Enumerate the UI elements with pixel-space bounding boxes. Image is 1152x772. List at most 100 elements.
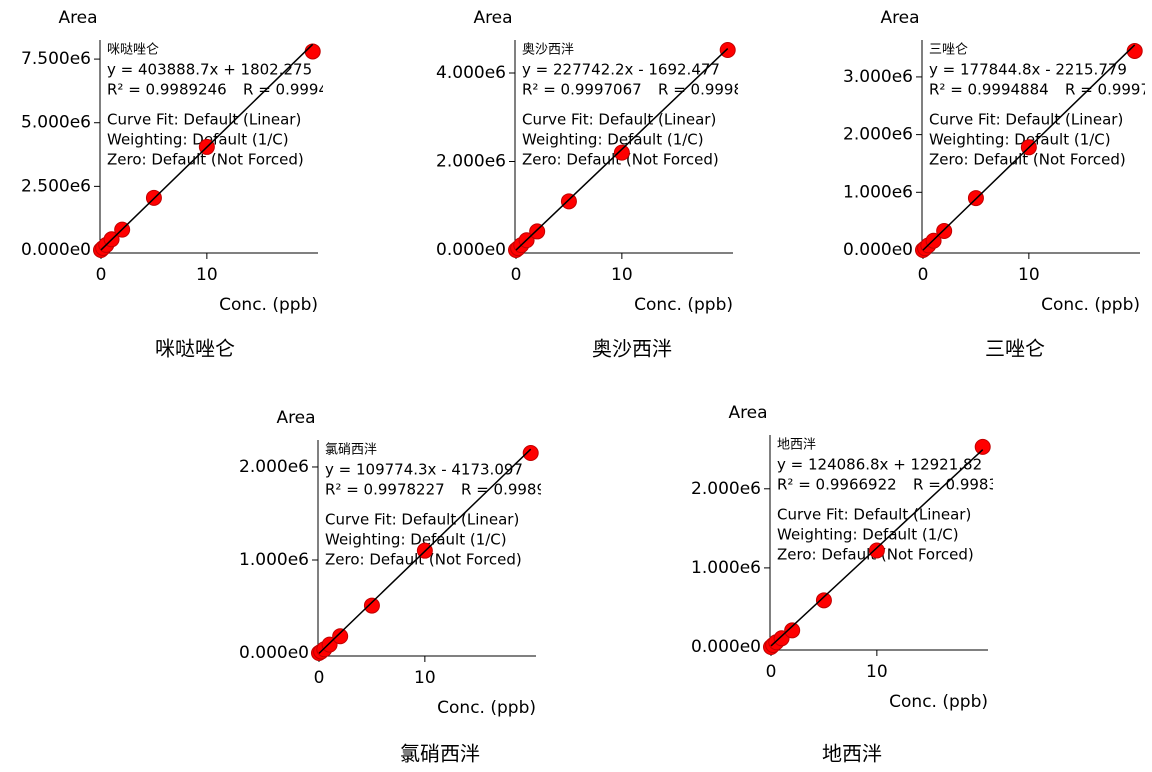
chart-panel: 0.000e0 2.500e6 5.000e6 7.500e6 0 10 Area Conc.… bbox=[21, 8, 328, 361]
annotation-line: Curve Fit: Default (Linear) bbox=[929, 111, 1123, 129]
x-tick-label: 0 bbox=[314, 668, 325, 688]
point bbox=[773, 630, 790, 647]
y-tick-label: 0.000e0 bbox=[239, 643, 309, 663]
x-tick-label: 10 bbox=[414, 668, 436, 688]
point bbox=[1126, 42, 1143, 59]
fit-line bbox=[922, 44, 1136, 251]
x-tick-label: 10 bbox=[611, 265, 633, 285]
x-tick-label: 0 bbox=[918, 265, 929, 285]
y-tick-label: 1.000e6 bbox=[691, 558, 761, 578]
annotation-line: Weighting: Default (1/C) bbox=[325, 531, 507, 549]
y-tick-label: 0.000e0 bbox=[843, 240, 913, 260]
x-tick-label: 10 bbox=[866, 662, 888, 682]
y-tick-label: 2.000e6 bbox=[843, 125, 913, 145]
annotation: 奥沙西泮 y = 227742.2x - 1692.477 R² = 0.99970… bbox=[522, 43, 743, 169]
annotation-line: R = 0.9997 bbox=[1065, 81, 1150, 99]
annotation: 地西泮 y = 124086.8x + 12921.82 R² = 0.996692… bbox=[777, 438, 998, 564]
fit-line bbox=[100, 43, 314, 251]
annotation-line: Zero: Default (Not Forced) bbox=[929, 151, 1126, 169]
y-axis-label: Area bbox=[880, 8, 919, 28]
point bbox=[529, 223, 546, 240]
point bbox=[613, 144, 630, 161]
fit-line bbox=[515, 47, 729, 251]
y-tick-label: 4.000e6 bbox=[436, 63, 506, 83]
x-tick-label: 10 bbox=[196, 265, 218, 285]
annotation-line: R² = 0.9989246 bbox=[107, 81, 227, 99]
annotation: 咪哒唑仑 y = 403888.7x + 1802.275 R² = 0.99892… bbox=[107, 42, 328, 169]
annotation-line: 咪哒唑仑 bbox=[107, 42, 159, 58]
x-tick-label: 10 bbox=[1018, 265, 1040, 285]
x-tick-label: 0 bbox=[96, 265, 107, 285]
y-tick-label: 0.000e0 bbox=[21, 240, 91, 260]
caption: 咪哒唑仑 bbox=[155, 337, 235, 361]
annotation-line: Weighting: Default (1/C) bbox=[929, 131, 1111, 149]
y-tick-label: 3.000e6 bbox=[843, 67, 913, 87]
annotation-line: R = 0.9998 bbox=[658, 81, 743, 99]
annotation-line: Zero: Default (Not Forced) bbox=[325, 551, 522, 569]
annotation: 三唑仑 y = 177844.8x - 2215.779 R² = 0.999488… bbox=[929, 42, 1150, 169]
chart-panel: 0.000e0 1.000e6 2.000e6 0 10 Area Conc. (ppb) 地… bbox=[691, 403, 998, 766]
y-tick-label: 5.000e6 bbox=[21, 113, 91, 133]
annotation-line: y = 124086.8x + 12921.82 bbox=[777, 456, 982, 474]
annotation-line: R² = 0.9994884 bbox=[929, 81, 1049, 99]
point bbox=[304, 43, 321, 60]
annotation-line: Weighting: Default (1/C) bbox=[107, 131, 289, 149]
point bbox=[332, 628, 349, 645]
annotation-line: 氯硝西泮 bbox=[325, 443, 377, 458]
annotation-line: Curve Fit: Default (Linear) bbox=[777, 506, 971, 524]
caption: 奥沙西泮 bbox=[592, 337, 672, 361]
y-tick-label: 2.500e6 bbox=[21, 176, 91, 196]
annotation-line: R = 0.9994 bbox=[243, 81, 328, 99]
annotation-line: R = 0.9989 bbox=[461, 481, 546, 499]
fit-line bbox=[770, 449, 984, 647]
annotation-line: R² = 0.9966922 bbox=[777, 476, 897, 494]
point bbox=[815, 592, 832, 609]
x-axis-label: Conc. (ppb) bbox=[889, 692, 988, 712]
annotation-line: Weighting: Default (1/C) bbox=[777, 526, 959, 544]
y-axis-label: Area bbox=[728, 403, 767, 423]
caption: 氯硝西泮 bbox=[400, 742, 480, 766]
y-axis-label: Area bbox=[276, 408, 315, 428]
y-tick-label: 2.000e6 bbox=[691, 479, 761, 499]
annotation-line: 三唑仑 bbox=[929, 42, 968, 58]
annotation-line: Curve Fit: Default (Linear) bbox=[325, 511, 519, 529]
point bbox=[560, 193, 577, 210]
y-tick-label: 2.000e6 bbox=[239, 457, 309, 477]
y-tick-label: 1.000e6 bbox=[843, 182, 913, 202]
chart-panel: 0.000e0 1.000e6 2.000e6 0 10 Area Conc. (ppb) 氯… bbox=[239, 408, 546, 766]
annotation: 氯硝西泮 y = 109774.3x - 4173.097 R² = 0.99782… bbox=[325, 443, 546, 569]
annotation-line: Curve Fit: Default (Linear) bbox=[522, 111, 716, 129]
point bbox=[522, 445, 539, 462]
point bbox=[363, 597, 380, 614]
x-axis-label: Conc. (ppb) bbox=[634, 295, 733, 315]
x-tick-label: 0 bbox=[766, 662, 777, 682]
x-tick-label: 0 bbox=[511, 265, 522, 285]
annotation-line: Curve Fit: Default (Linear) bbox=[107, 111, 301, 129]
y-tick-label: 1.000e6 bbox=[239, 550, 309, 570]
annotation-line: 地西泮 bbox=[777, 438, 816, 453]
y-tick-label: 2.000e6 bbox=[436, 152, 506, 172]
chart-panel: 0.000e0 1.000e6 2.000e6 3.000e6 0 10 Area Conc.… bbox=[843, 8, 1150, 361]
caption: 三唑仑 bbox=[985, 337, 1045, 361]
annotation-line: R² = 0.9978227 bbox=[325, 481, 445, 499]
annotation-line: y = 177844.8x - 2215.779 bbox=[929, 61, 1127, 79]
y-tick-label: 7.500e6 bbox=[21, 49, 91, 69]
y-axis-label: Area bbox=[58, 8, 97, 28]
point bbox=[868, 542, 885, 559]
annotation-line: Zero: Default (Not Forced) bbox=[107, 151, 304, 169]
annotation-line: R² = 0.9997067 bbox=[522, 81, 642, 99]
caption: 地西泮 bbox=[822, 742, 882, 766]
annotation-line: Weighting: Default (1/C) bbox=[522, 131, 704, 149]
y-tick-label: 0.000e0 bbox=[691, 637, 761, 657]
fit-line bbox=[318, 448, 532, 654]
annotation-line: R = 0.9983 bbox=[913, 476, 998, 494]
x-axis-label: Conc. (ppb) bbox=[437, 698, 536, 718]
annotation-line: 奥沙西泮 bbox=[522, 43, 574, 58]
annotation-line: y = 109774.3x - 4173.097 bbox=[325, 461, 523, 479]
y-tick-label: 0.000e0 bbox=[436, 240, 506, 260]
x-axis-label: Conc. (ppb) bbox=[219, 295, 318, 315]
x-axis-label: Conc. (ppb) bbox=[1041, 295, 1140, 315]
chart-panel: 0.000e0 2.000e6 4.000e6 0 10 Area Conc. (ppb) 奥… bbox=[436, 8, 743, 361]
point bbox=[719, 42, 736, 58]
